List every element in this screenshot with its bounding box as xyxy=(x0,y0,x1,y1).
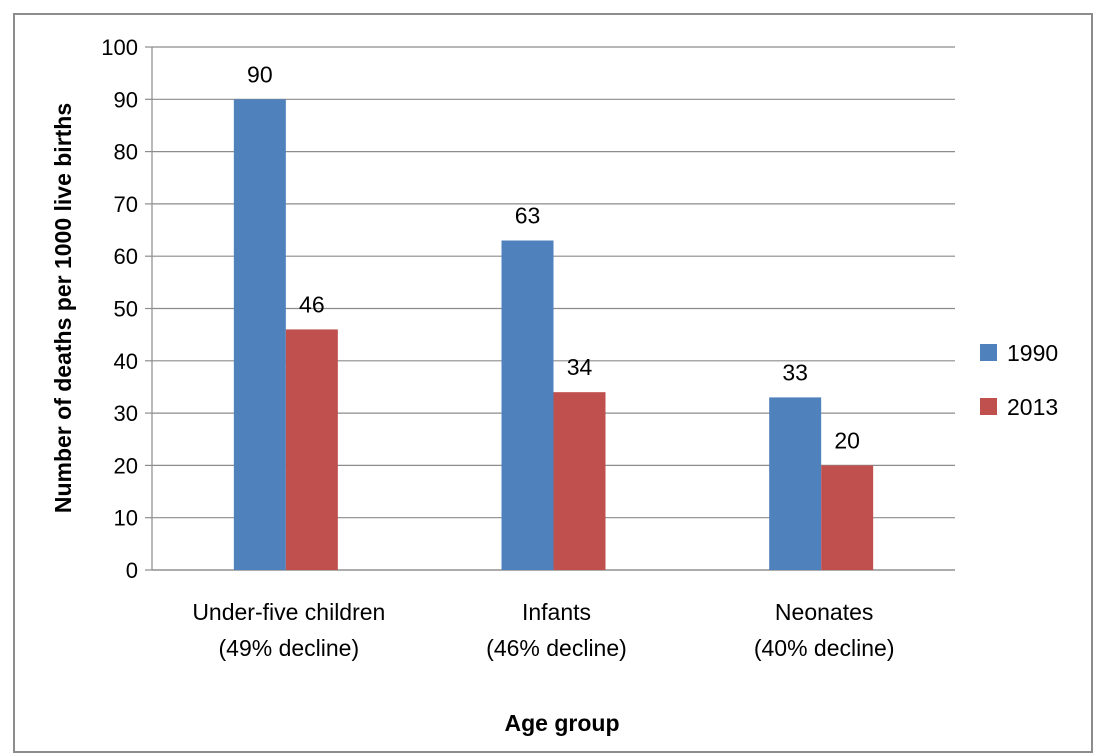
y-tick-label: 10 xyxy=(114,506,138,531)
x-axis-title: Age group xyxy=(505,710,620,736)
bar xyxy=(769,397,822,570)
y-tick-label: 90 xyxy=(114,87,138,112)
bar xyxy=(501,240,554,570)
x-category-label: Neonates xyxy=(775,599,873,625)
bar xyxy=(553,392,606,570)
y-tick-label: 20 xyxy=(114,453,138,478)
y-tick-label: 60 xyxy=(114,244,138,269)
y-tick-label: 0 xyxy=(126,558,138,583)
y-axis-ticks: 0 10 20 30 40 50 60 70 80 90 100 xyxy=(101,35,152,583)
data-label: 46 xyxy=(299,291,325,317)
data-label: 63 xyxy=(515,203,541,229)
y-tick-label: 50 xyxy=(114,297,138,322)
data-label: 20 xyxy=(834,427,860,453)
x-axis-categories: Under-five children (49% decline) Infants (… xyxy=(192,599,894,661)
bar xyxy=(821,465,874,570)
data-label: 34 xyxy=(567,354,593,380)
y-tick-label: 70 xyxy=(114,192,138,217)
x-category-label: Under-five children xyxy=(192,599,385,625)
y-tick-label: 100 xyxy=(101,35,138,60)
bar xyxy=(233,99,286,571)
data-label: 90 xyxy=(247,61,273,87)
x-category-label: (40% decline) xyxy=(754,635,895,661)
legend-label: 2013 xyxy=(1007,394,1058,420)
bar xyxy=(285,329,338,570)
y-tick-label: 80 xyxy=(114,140,138,165)
x-category-label: Infants xyxy=(522,599,591,625)
legend-swatch xyxy=(980,344,997,361)
y-tick-label: 30 xyxy=(114,401,138,426)
y-tick-label: 40 xyxy=(114,349,138,374)
data-label: 33 xyxy=(782,359,808,385)
y-axis-title: Number of deaths per 1000 live births xyxy=(50,103,76,513)
legend: 1990 2013 xyxy=(980,340,1058,420)
legend-label: 1990 xyxy=(1007,340,1058,366)
data-labels: 90 46 63 34 33 20 xyxy=(247,61,860,453)
bars xyxy=(233,99,874,571)
legend-swatch xyxy=(980,398,997,415)
x-category-label: (46% decline) xyxy=(486,635,627,661)
x-category-label: (49% decline) xyxy=(219,635,360,661)
